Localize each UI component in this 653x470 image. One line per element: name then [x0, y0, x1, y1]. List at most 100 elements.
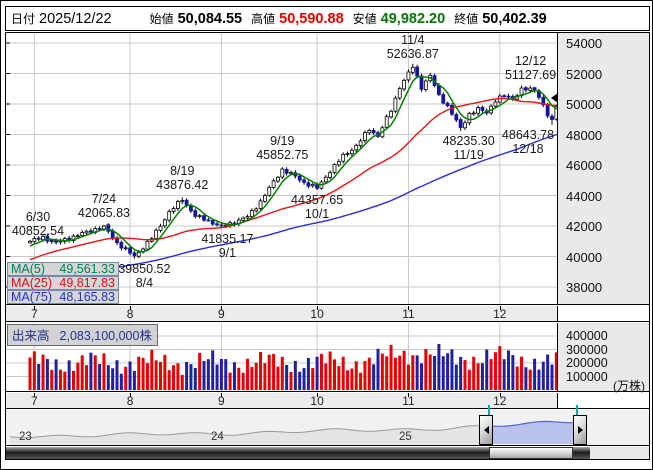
volume-value: 2,083,100,000株	[59, 329, 152, 343]
volume-axis-label: 100000	[566, 369, 608, 384]
volume-axis-panel: 400000 300000 200000 100000 (万株)	[557, 323, 649, 393]
ma-legend-row: MA(75) 48,165.83	[7, 290, 119, 304]
price-annotation: 44357.65 10/1	[291, 193, 344, 222]
horizontal-scrollbar	[6, 447, 649, 459]
month-label: 11	[402, 307, 415, 321]
axis-corner-bottom	[557, 393, 649, 408]
ma-name: MA(75)	[11, 290, 52, 304]
price-axis-label: 52000	[566, 66, 603, 82]
month-tick	[130, 306, 132, 310]
close-value: 50,402.39	[482, 10, 547, 27]
navigator-year-label: 25	[399, 431, 412, 443]
open-label: 始値	[149, 12, 174, 26]
price-annotation: 11/4 52636.87	[386, 33, 439, 61]
ma-value: 49,817.83	[59, 276, 115, 290]
month-label: 9	[218, 394, 225, 408]
month-tick	[34, 306, 36, 310]
axis-corner-top	[557, 306, 649, 321]
month-label: 12	[493, 394, 507, 408]
price-chart-row: 6/30 40852.54 7/24 42065.83 39850.52 8/4 8/19 4…	[6, 33, 649, 305]
price-annotation: 41835.17 9/1	[201, 231, 254, 260]
ma-value: 49,561.33	[59, 262, 115, 276]
volume-chart-canvas	[6, 323, 557, 391]
price-axis-label: 38000	[566, 280, 603, 295]
price-annotation: 8/19 43876.42	[156, 164, 209, 193]
range-navigator: 23 24 25	[6, 405, 649, 446]
ma-name: MA(5)	[11, 262, 46, 276]
ma-legend-row: MA(25) 49,817.83	[7, 276, 119, 290]
volume-axis-label: 200000	[566, 356, 608, 370]
month-label: 8	[126, 307, 134, 321]
month-tick	[499, 393, 501, 397]
volume-axis-label: 400000	[566, 329, 608, 343]
month-axis-bottom: 7 8 9 10 11 12	[6, 393, 649, 409]
month-tick	[317, 306, 319, 310]
navigator-selection[interactable]	[489, 410, 573, 446]
right-arrow-icon	[577, 426, 583, 434]
volume-label: 出来高	[12, 329, 50, 343]
price-annotation: 6/30 40852.54	[11, 210, 65, 239]
date-value: 2025/12/22	[39, 10, 112, 27]
price-annotation: 9/19 45852.75	[256, 134, 309, 163]
price-annotation: 39850.52 8/4	[118, 261, 171, 290]
selection-left-tick	[488, 405, 490, 417]
low-label: 安値	[352, 12, 377, 26]
chart-body: 6/30 40852.54 7/24 42065.83 39850.52 8/4 8/19 4…	[5, 32, 650, 460]
scrollbar-thumb[interactable]	[489, 447, 573, 459]
selection-right-tick	[576, 405, 578, 417]
month-tick	[408, 393, 410, 397]
navigator-year-label: 24	[211, 431, 224, 443]
scrollbar-track-right[interactable]	[573, 447, 590, 459]
month-label: 8	[126, 394, 134, 408]
volume-axis-label: 300000	[566, 342, 608, 357]
current-price-marker	[551, 92, 558, 103]
volume-chart-row: 出来高 2,083,100,000株 400000 300000 200000 1000…	[6, 323, 649, 393]
left-arrow-icon	[483, 426, 489, 434]
navigator-right-arrow-button[interactable]	[573, 415, 587, 445]
month-label: 7	[31, 307, 38, 321]
date-label: 日付	[11, 12, 36, 26]
price-chart-canvas	[6, 33, 557, 304]
price-annotation: 7/24 42065.83	[77, 191, 131, 220]
price-axis-label: 42000	[566, 219, 603, 234]
price-axis-label: 44000	[566, 188, 603, 204]
low-value: 49,982.20	[380, 10, 446, 27]
month-label: 10	[310, 394, 324, 408]
month-axis-top: 7 8 9 10 11 12	[6, 306, 649, 322]
month-tick	[499, 306, 501, 310]
month-axis-top-labels: 7 8 9 10 11 12	[6, 306, 557, 321]
price-annotation: 48643.78 12/18	[501, 127, 555, 156]
month-tick	[34, 393, 36, 397]
ma-value: 48,165.83	[59, 290, 115, 304]
ma-name: MA(25)	[11, 276, 52, 290]
price-axis-label: 46000	[566, 158, 603, 173]
volume-label-box: 出来高 2,083,100,000株	[7, 324, 158, 346]
price-axis-label: 40000	[566, 249, 603, 265]
month-tick	[221, 306, 223, 310]
navigator-left-arrow-button[interactable]	[479, 415, 493, 445]
month-axis-bottom-labels: 7 8 9 10 11 12	[6, 393, 557, 408]
price-annotation: 48235.30 11/19	[442, 133, 495, 162]
month-label: 9	[218, 307, 225, 321]
month-label: 10	[310, 307, 324, 321]
price-axis-label: 54000	[566, 36, 603, 51]
price-chart-plot: 6/30 40852.54 7/24 42065.83 39850.52 8/4 8/19 4…	[6, 33, 557, 304]
close-label: 終値	[454, 12, 479, 26]
price-axis-label: 50000	[566, 97, 603, 112]
high-value: 50,590.88	[279, 10, 344, 27]
high-label: 高値	[251, 12, 276, 26]
scrollbar-track-left[interactable]	[6, 447, 489, 459]
price-axis-label: 48000	[566, 127, 603, 143]
navigator-canvas	[9, 420, 573, 444]
price-annotation: 12/12 51127.69	[504, 53, 557, 82]
month-label: 7	[31, 394, 38, 408]
month-label: 12	[493, 307, 507, 321]
month-label: 11	[402, 394, 415, 408]
volume-chart-plot: 出来高 2,083,100,000株	[6, 323, 557, 391]
month-tick	[408, 306, 410, 310]
month-tick	[221, 393, 223, 397]
quote-header: 日付 2025/12/22 始値 50,084.55 高値 50,590.88 …	[5, 6, 650, 31]
navigator-year-label: 23	[19, 431, 32, 443]
ma-legend-row: MA(5) 49,561.33	[7, 262, 119, 276]
